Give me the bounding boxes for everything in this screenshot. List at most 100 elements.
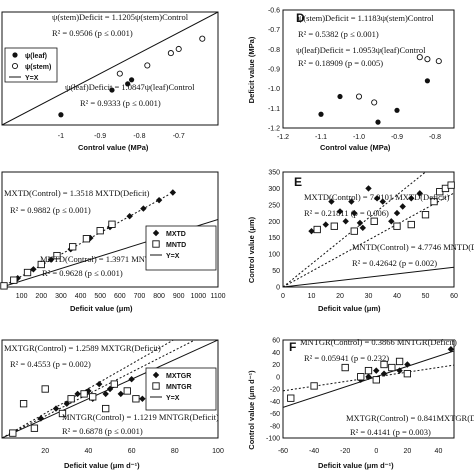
x-tick-label: -0.9 — [391, 134, 403, 141]
data-point — [342, 218, 349, 225]
y-tick-label: -0.7 — [268, 27, 280, 34]
data-point — [330, 222, 338, 230]
equation-label: R² = 0.9882 (p ≤ 0.001) — [10, 205, 91, 215]
x-tick-label: -1.0 — [353, 134, 365, 141]
equation-label: R² = 0.5382 (p ≤ 0.001) — [298, 29, 379, 39]
legend-label: Y=X — [166, 395, 180, 402]
x-tick-label: 60 — [450, 293, 458, 300]
x-tick-label: 20 — [403, 448, 411, 455]
data-point — [373, 195, 381, 202]
x-tick-label: 800 — [153, 293, 165, 300]
y-tick-label: 20 — [272, 362, 280, 369]
data-point — [370, 217, 378, 225]
y-tick-label: 0 — [276, 374, 280, 381]
data-point — [424, 78, 430, 84]
data-point — [393, 209, 401, 217]
y-tick-label: -40 — [270, 399, 280, 406]
y-tick-label: -1.2 — [268, 126, 280, 133]
data-point — [404, 361, 411, 368]
data-point — [435, 58, 442, 65]
y-tick-label: 250 — [268, 202, 280, 209]
data-point — [169, 189, 177, 196]
panel-letter: C — [0, 0, 9, 3]
panel-letter: D — [296, 11, 305, 25]
data-point — [140, 205, 147, 212]
x-tick-label: 30 — [365, 293, 373, 300]
data-point — [375, 119, 381, 125]
equation-label: R² = 0.4553 (p = 0.002) — [10, 359, 91, 369]
x-tick-label: 40 — [393, 293, 401, 300]
x-tick-label: -0.8 — [133, 133, 145, 140]
x-tick-label: 400 — [75, 293, 87, 300]
x-axis-label: Deficit value (μm d⁻¹) — [318, 461, 394, 470]
legend-label: MNTD — [166, 242, 186, 249]
legend-marker — [152, 371, 160, 379]
equation-label: R² = 0.21811 (p = 0.006) — [304, 208, 389, 218]
y-tick-label: 100 — [268, 252, 280, 259]
data-point — [337, 93, 343, 100]
data-point — [110, 380, 118, 388]
data-point — [128, 376, 135, 383]
x-tick-label: 20 — [41, 448, 49, 455]
data-point — [287, 394, 295, 402]
data-point — [379, 198, 386, 205]
data-point — [380, 370, 388, 377]
x-tick-label: -0.9 — [94, 133, 106, 140]
data-point — [373, 367, 380, 374]
data-point — [109, 87, 115, 93]
equation-label: R² = 0.4141 (p = 0.003) — [350, 427, 431, 437]
data-point — [395, 357, 404, 366]
equation-label: R² = 0.9333 (p ≤ 0.001) — [80, 98, 161, 108]
data-point — [424, 56, 431, 63]
data-point — [357, 373, 365, 381]
x-tick-label: 1100 — [210, 293, 225, 300]
x-tick-label: -20 — [340, 448, 350, 455]
data-point — [30, 424, 39, 432]
legend-marker — [152, 382, 160, 390]
y-tick-label: -60 — [270, 411, 280, 418]
x-tick-label: 40 — [85, 448, 93, 455]
data-point — [350, 227, 358, 235]
data-point — [359, 224, 366, 232]
y-tick-label: 350 — [268, 170, 280, 177]
x-tick-label: -1.2 — [277, 134, 289, 141]
data-point — [393, 222, 401, 230]
x-tick-label: 900 — [173, 293, 185, 300]
x-tick-label: 200 — [35, 293, 47, 300]
plot-frame — [1, 171, 219, 288]
x-tick-label: 300 — [55, 293, 67, 300]
data-point — [144, 62, 151, 69]
data-point — [52, 405, 60, 412]
y-axis-label: Deficit value (MPa) — [247, 36, 256, 103]
data-point — [37, 260, 45, 269]
equation-label: MNTD(Control) = 1.3971 MNTD(Deficit) — [40, 254, 186, 264]
y-tick-label: -100 — [266, 436, 280, 443]
x-tick-label: 100 — [16, 293, 28, 300]
data-point — [58, 112, 64, 118]
y-tick-label: 50 — [272, 268, 280, 275]
data-point — [116, 70, 123, 77]
equation-label: ψ(leaf)Deficit = 1.0953ψ(leaf)Control — [296, 45, 426, 55]
data-point — [356, 219, 364, 227]
data-point — [74, 390, 81, 398]
data-point — [9, 429, 17, 437]
data-point — [19, 400, 28, 408]
y-axis-label: Control value (μm d⁻¹) — [247, 370, 256, 450]
equation-label: MXTGR(Control) = 1.2589 MXTGR(Deficit) — [4, 343, 161, 353]
legend-marker — [11, 62, 19, 70]
legend-label: MXTGR — [166, 373, 191, 380]
x-tick-label: -0.8 — [429, 134, 441, 141]
data-point — [421, 211, 430, 219]
panel-letter: F — [289, 340, 296, 354]
x-tick-label: -1.1 — [315, 134, 327, 141]
legend-marker — [152, 229, 160, 237]
equation-label: R² = 0.9628 (p ≤ 0.001) — [42, 268, 123, 278]
equation-label: ψ(stem)Deficit = 1.1183ψ(stem)Control — [298, 13, 434, 23]
y-tick-label: 0 — [276, 285, 280, 292]
data-point — [447, 181, 455, 189]
x-tick-label: 700 — [134, 293, 146, 300]
data-point — [416, 190, 423, 197]
x-axis-label: Deficit value (μm) — [70, 304, 133, 313]
x-tick-label: 50 — [422, 293, 430, 300]
data-point — [328, 198, 335, 205]
